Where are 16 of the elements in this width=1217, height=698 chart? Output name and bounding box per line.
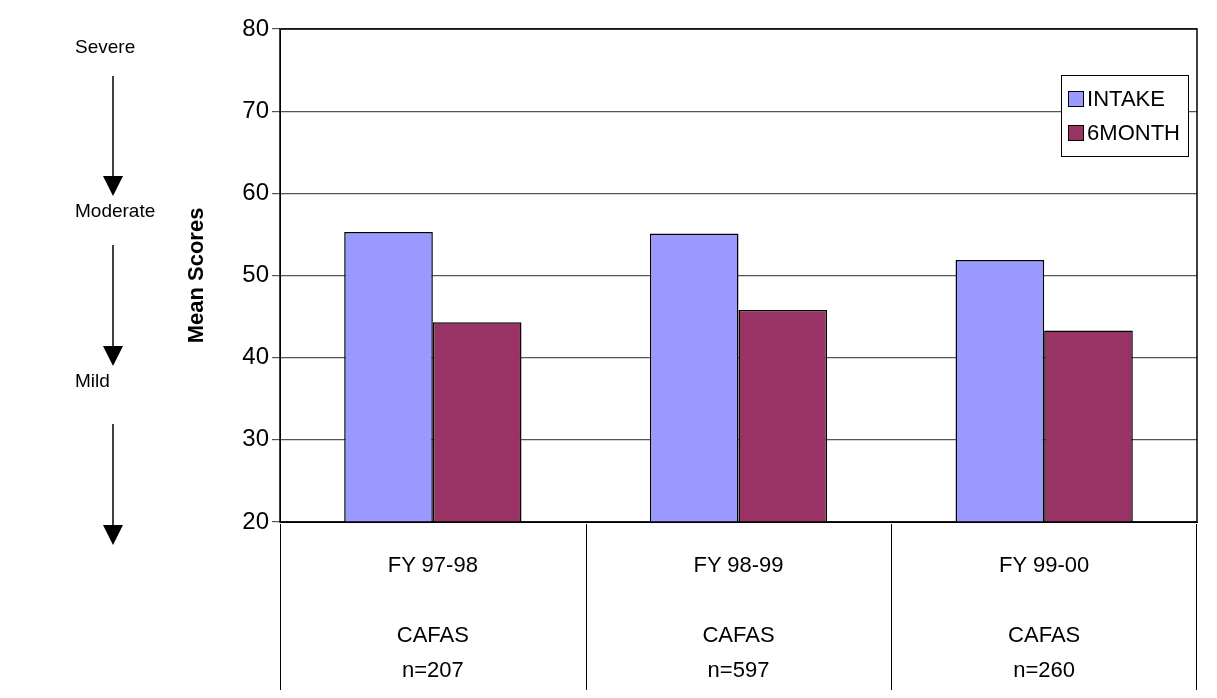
category-label: FY 99-00 CAFAS n=260: [999, 551, 1090, 683]
y-tick-label: 60: [242, 177, 269, 205]
y-axis-title: Mean Scores: [183, 207, 209, 344]
y-tick-label: 50: [242, 260, 269, 288]
legend-label: INTAKE: [1087, 85, 1165, 113]
y-tick-label: 40: [242, 342, 269, 370]
category-label: FY 98-99 CAFAS n=597: [693, 551, 784, 683]
legend-label: 6MONTH: [1087, 119, 1180, 147]
y-tick-label: 30: [242, 424, 269, 452]
y-tick-label: 70: [242, 95, 269, 123]
text: Severe: [75, 36, 136, 58]
y-tick-label: 20: [242, 506, 269, 534]
y-tick-label: 80: [242, 13, 269, 41]
text: Moderate: [75, 200, 156, 222]
text: Mild: [75, 370, 110, 392]
category-label: FY 97-98 CAFAS n=207: [387, 551, 478, 683]
